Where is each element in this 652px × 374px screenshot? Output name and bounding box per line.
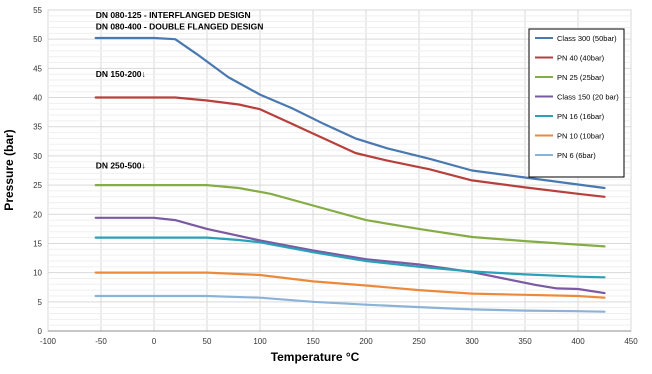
x-tick-label: 250: [412, 337, 426, 346]
x-tick-label: 400: [571, 337, 585, 346]
y-tick-label: 50: [33, 35, 42, 44]
series-line-pn-25-25bar: [94, 184, 606, 248]
y-tick-label: 0: [38, 327, 43, 336]
x-tick-label: 150: [306, 337, 320, 346]
legend-label: Class 150 (20 bar): [557, 93, 619, 102]
series-line-class-150-20-bar: [94, 216, 606, 295]
x-tick-label: 200: [359, 337, 373, 346]
annotation-label: DN 080-400 - DOUBLE FLANGED DESIGN: [96, 21, 264, 31]
y-tick-label: 5: [38, 298, 43, 307]
legend-label: PN 10 (10bar): [557, 132, 605, 141]
annotation-label: DN 150-200↓: [96, 69, 146, 79]
y-tick-labels: 0 5 10 15 20 25 30 35 40 45 50 55: [33, 6, 42, 336]
legend: Class 300 (50bar) PN 40 (40bar) PN 25 (25b…: [528, 28, 625, 178]
x-tick-label: 0: [152, 337, 157, 346]
x-axis-label: Temperature °C: [271, 350, 360, 364]
y-tick-label: 45: [33, 64, 42, 73]
legend-box: [528, 28, 625, 178]
annotation-label: DN 080-125 - INTERFLANGED DESIGN: [96, 10, 251, 20]
x-tick-label: -100: [40, 337, 57, 346]
legend-items: Class 300 (50bar) PN 40 (40bar) PN 25 (25b…: [535, 34, 619, 160]
series-line-class-300-50bar: [94, 36, 606, 190]
legend-label: PN 40 (40bar): [557, 54, 605, 63]
x-tick-label: 450: [624, 337, 638, 346]
y-tick-label: 15: [33, 239, 42, 248]
legend-label: PN 25 (25bar): [557, 73, 605, 82]
x-tick-label: 300: [465, 337, 479, 346]
y-tick-label: 30: [33, 152, 42, 161]
x-tick-label: 100: [253, 337, 267, 346]
y-tick-label: 35: [33, 123, 42, 132]
series-line-pn-6-6bar: [94, 294, 606, 313]
x-tick-labels: -100 -50 0 50 100 150 200 250 300 350 400 450: [40, 337, 638, 346]
legend-label: PN 6 (6bar): [557, 151, 596, 160]
y-axis-label: Pressure (bar): [2, 129, 16, 210]
legend-label: Class 300 (50bar): [557, 34, 617, 43]
series-line-pn-10-10bar: [94, 271, 606, 299]
series-line-pn-16-16bar: [94, 236, 606, 279]
y-tick-label: 40: [33, 94, 42, 103]
y-tick-label: 25: [33, 181, 42, 190]
x-tick-label: -50: [95, 337, 107, 346]
x-tick-label: 50: [203, 337, 212, 346]
y-tick-label: 55: [33, 6, 42, 15]
legend-label: PN 16 (16bar): [557, 112, 605, 121]
annotation-label: DN 250-500↓: [96, 161, 146, 171]
x-tick-label: 350: [518, 337, 532, 346]
series-line-pn-40-40bar: [94, 96, 606, 198]
y-tick-label: 20: [33, 210, 42, 219]
y-tick-label: 10: [33, 269, 42, 278]
series-lines: [94, 36, 606, 313]
